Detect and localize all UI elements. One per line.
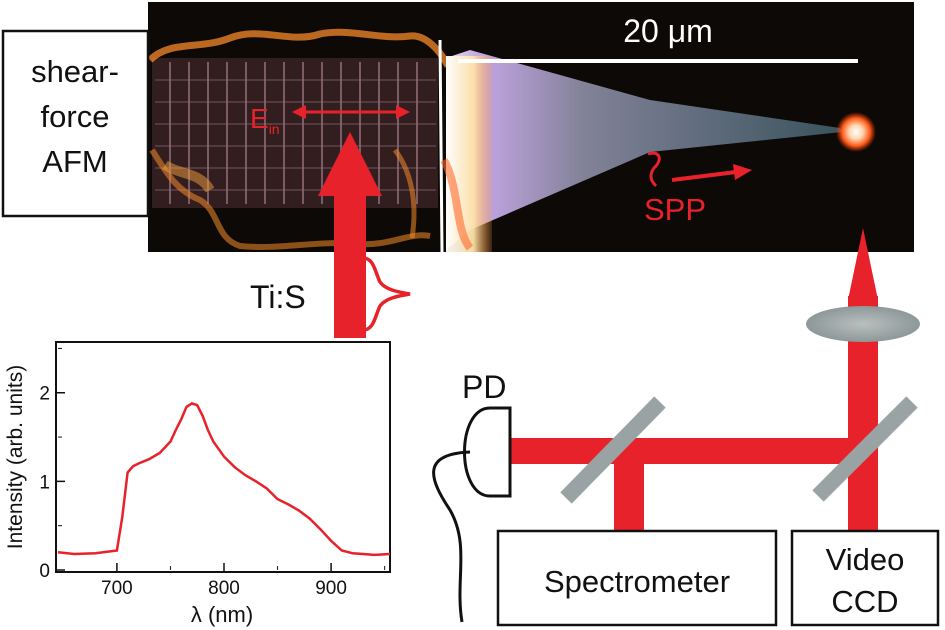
- spectrum-chart: 700 800 900 0 1 2 λ (nm) Intensity (arb. unit…: [4, 341, 391, 627]
- photodiode: [432, 406, 512, 623]
- y-tick-label: 2: [39, 384, 50, 405]
- afm-label-line-2: force: [41, 99, 110, 134]
- video-ccd-box: Video CCD: [790, 529, 940, 627]
- afm-box: shear- force AFM: [1, 29, 150, 218]
- beamsplitter-1: [560, 396, 666, 504]
- apex-emission-spot: [836, 112, 876, 152]
- laser-label: Ti:S: [250, 279, 306, 315]
- spp-wave-icon: [647, 151, 661, 188]
- tapered-tip: [440, 50, 876, 252]
- afm-label-line-1: shear-: [31, 54, 119, 89]
- y-tick-label: 0: [39, 561, 50, 582]
- polarization-arrow: [292, 105, 410, 119]
- sem-micrograph: 20 μm Ein SPP: [147, 2, 914, 253]
- x-tick-label: 900: [315, 578, 347, 599]
- pulse-profile-icon: [362, 256, 411, 332]
- x-tick-label: 800: [208, 578, 240, 599]
- field-label: Ein: [250, 103, 280, 137]
- afm-label-line-3: AFM: [42, 144, 107, 179]
- spp-label: SPP: [644, 192, 706, 227]
- ccd-label-line-2: CCD: [831, 584, 898, 619]
- x-axis-label: λ (nm): [191, 602, 253, 627]
- x-tick-label: 700: [101, 578, 133, 599]
- spectrum-line: [57, 402, 391, 557]
- spectrometer-label: Spectrometer: [544, 564, 730, 599]
- spectrometer-box: Spectrometer: [496, 529, 778, 627]
- y-axis-label: Intensity (arb. units): [4, 365, 27, 549]
- beamsplitter-2: [812, 396, 918, 502]
- y-tick-label: 1: [39, 472, 50, 493]
- collection-lens: [806, 306, 920, 342]
- ccd-label-line-1: Video: [826, 542, 905, 577]
- detector-label: PD: [462, 369, 506, 405]
- grating-coupler: [147, 28, 452, 253]
- scale-bar-label: 20 μm: [623, 13, 713, 49]
- collection-beam: [510, 228, 878, 532]
- excitation-beam: [318, 132, 382, 338]
- spp-direction-arrow: [671, 164, 752, 182]
